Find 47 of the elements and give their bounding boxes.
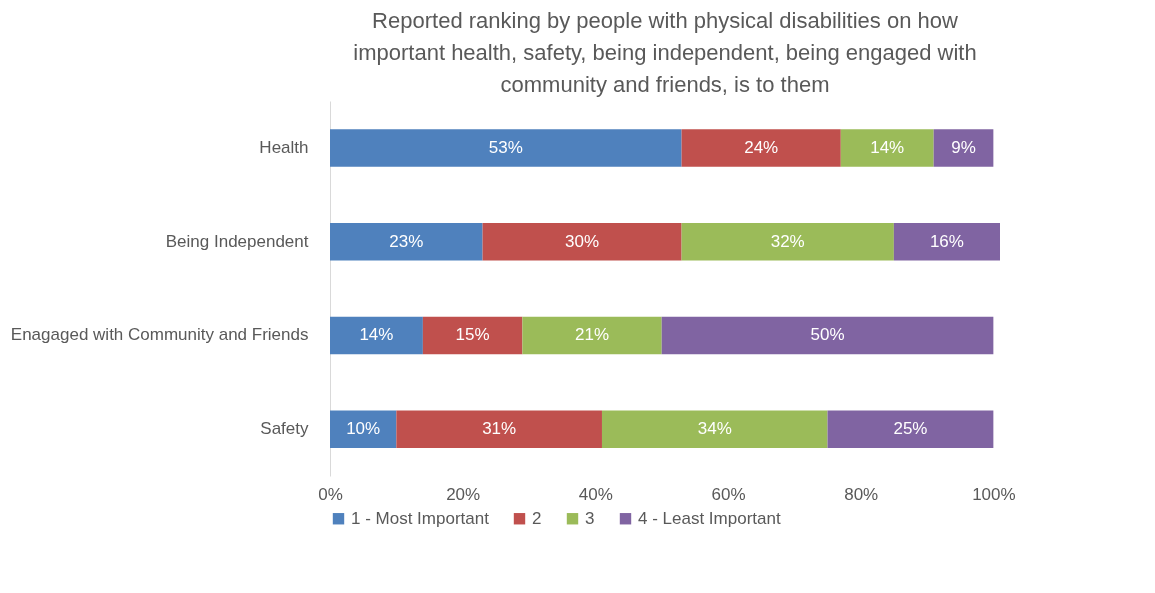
- bar: [330, 222, 483, 261]
- text: 50%: [810, 325, 845, 345]
- bar: [330, 129, 682, 167]
- bar: [840, 129, 934, 167]
- text: 16%: [929, 231, 964, 251]
- legend-label: 1 - Most Important: [351, 508, 490, 528]
- bar: [396, 410, 602, 448]
- bar: [933, 129, 994, 167]
- text: 53%: [488, 137, 523, 157]
- text: 15%: [455, 325, 490, 345]
- text: 30%: [565, 231, 600, 251]
- text: 14%: [359, 325, 394, 345]
- legend-label: 4 - Least Important: [638, 508, 781, 528]
- x-tick-label: 20%: [446, 484, 481, 504]
- text: 32%: [770, 231, 805, 251]
- bar: [522, 316, 662, 355]
- text: 24%: [744, 137, 779, 157]
- bar: [661, 316, 994, 355]
- text: 9%: [951, 137, 976, 157]
- bar: [330, 316, 423, 355]
- bar: [681, 129, 841, 167]
- y-tick-label: Being Independent: [165, 231, 309, 251]
- text: 21%: [575, 325, 610, 345]
- bar: [827, 410, 994, 448]
- legend-label: 2: [532, 508, 542, 528]
- x-tick-label: 60%: [711, 484, 746, 504]
- bar: [482, 222, 682, 261]
- bar: [330, 410, 397, 448]
- x-tick-label: 0%: [318, 484, 343, 504]
- y-tick-label: Health: [259, 137, 309, 157]
- y-tick-label: Enagaged with Community and Friends: [10, 325, 309, 345]
- x-tick-label: 100%: [972, 484, 1016, 504]
- text: 31%: [482, 419, 517, 439]
- text: 25%: [893, 419, 928, 439]
- bar: [681, 222, 894, 261]
- text: 14%: [870, 137, 905, 157]
- text: 10%: [346, 419, 381, 439]
- legend-label: 3: [585, 508, 595, 528]
- text: 23%: [389, 231, 424, 251]
- bar: [422, 316, 523, 355]
- bar: [601, 410, 828, 448]
- x-tick-label: 80%: [844, 484, 879, 504]
- chart-title: Reported ranking by people with physical disabilities on how important health, safety, being independent, being engaged with community and friends, is to them: [353, 8, 977, 97]
- y-tick-label: Safety: [260, 419, 309, 439]
- bar: [893, 222, 1000, 261]
- text: 34%: [697, 419, 732, 439]
- x-tick-label: 40%: [578, 484, 613, 504]
